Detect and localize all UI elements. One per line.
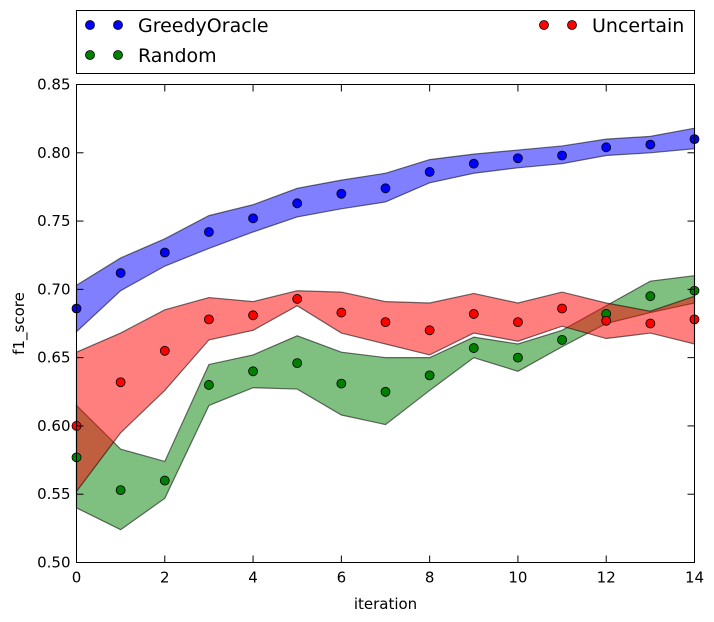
x-tick-label: 4 xyxy=(248,569,258,587)
point-greedyoracle-8 xyxy=(424,167,435,177)
point-greedyoracle-10 xyxy=(513,153,523,164)
legend-marker xyxy=(539,20,549,30)
point-greedyoracle-5 xyxy=(292,198,303,209)
point-random-11 xyxy=(557,334,567,345)
point-greedyoracle-12 xyxy=(601,142,612,153)
y-tick-label: 0.75 xyxy=(37,212,70,230)
point-random-7 xyxy=(380,386,391,397)
y-tick-label: 0.70 xyxy=(37,280,70,298)
legend-label: Random xyxy=(138,45,217,67)
point-greedyoracle-7 xyxy=(380,183,391,194)
point-random-9 xyxy=(468,343,479,353)
legend-label: Uncertain xyxy=(592,15,684,37)
y-tick-label: 0.50 xyxy=(37,554,70,572)
legend-label: GreedyOracle xyxy=(138,15,269,37)
point-uncertain-5 xyxy=(292,294,303,304)
point-random-13 xyxy=(645,291,656,302)
point-uncertain-11 xyxy=(557,303,567,314)
legend-marker xyxy=(85,50,95,60)
point-uncertain-12 xyxy=(601,315,612,326)
point-random-1 xyxy=(115,485,126,496)
point-greedyoracle-6 xyxy=(336,188,347,199)
x-tick-label: 14 xyxy=(685,569,704,587)
point-random-10 xyxy=(513,352,523,363)
legend-marker xyxy=(567,20,577,30)
y-tick-label: 0.85 xyxy=(37,76,70,94)
x-tick-label: 2 xyxy=(160,569,170,587)
legend-marker xyxy=(85,20,95,30)
point-uncertain-6 xyxy=(336,307,347,318)
point-uncertain-9 xyxy=(468,309,479,319)
point-uncertain-10 xyxy=(513,317,523,328)
axis-ticks: 0 2 4 6 8 10 12 14 0.50 0.55 0.60 0.65 0.70 0.75 0.80 0… xyxy=(37,76,704,587)
x-tick-label: 6 xyxy=(337,569,347,587)
point-random-8 xyxy=(424,370,435,381)
x-tick-label: 8 xyxy=(425,569,435,587)
point-greedyoracle-3 xyxy=(204,227,214,237)
point-greedyoracle-9 xyxy=(468,158,479,169)
x-tick-label: 0 xyxy=(72,569,82,587)
point-random-3 xyxy=(204,380,214,390)
legend-item-greedyoracle: GreedyOracle xyxy=(85,15,269,37)
y-axis-label: f1_score xyxy=(10,292,29,355)
legend: GreedyOracle Random Uncertain xyxy=(85,15,684,67)
plot-frame xyxy=(76,84,695,563)
legend-box xyxy=(76,10,695,74)
y-tick-label: 0.55 xyxy=(37,485,70,503)
legend-marker xyxy=(113,50,123,60)
point-random-2 xyxy=(159,475,170,486)
point-random-5 xyxy=(292,358,303,369)
point-uncertain-2 xyxy=(159,345,170,356)
point-uncertain-4 xyxy=(248,310,258,321)
point-greedyoracle-11 xyxy=(557,150,567,161)
point-uncertain-7 xyxy=(380,317,391,328)
x-tick-label: 12 xyxy=(597,569,616,587)
point-random-6 xyxy=(336,378,347,389)
point-greedyoracle-4 xyxy=(248,213,258,224)
y-tick-label: 0.60 xyxy=(37,417,70,435)
point-greedyoracle-2 xyxy=(159,247,170,258)
point-uncertain-3 xyxy=(204,314,214,325)
legend-marker xyxy=(113,20,123,30)
x-axis-label: iteration xyxy=(354,595,417,613)
y-tick-label: 0.65 xyxy=(37,349,70,367)
point-uncertain-1 xyxy=(115,377,126,388)
point-uncertain-8 xyxy=(424,325,435,336)
point-uncertain-13 xyxy=(645,318,656,329)
point-greedyoracle-1 xyxy=(115,268,126,278)
legend-item-random: Random xyxy=(85,45,217,67)
legend-item-uncertain: Uncertain xyxy=(539,15,684,37)
y-tick-label: 0.80 xyxy=(37,144,70,162)
x-tick-label: 10 xyxy=(508,569,527,587)
point-random-4 xyxy=(248,366,258,377)
point-greedyoracle-13 xyxy=(645,139,656,150)
